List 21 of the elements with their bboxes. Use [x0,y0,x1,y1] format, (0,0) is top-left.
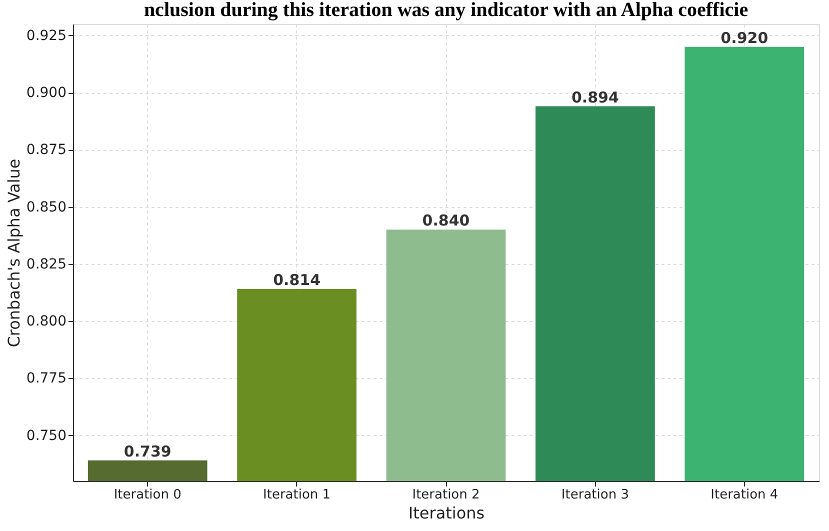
y-tick-label: 0.875 [26,142,66,158]
x-tick-label: Iteration 3 [561,488,629,502]
data-label: 0.840 [422,212,470,230]
y-tick-label: 0.900 [26,85,66,102]
chart-title: nclusion during this iteration was any indicator with an Alpha coefficie [144,0,748,21]
x-tick-label: Iteration 4 [710,488,778,502]
x-tick-label: Iteration 0 [114,488,182,502]
y-tick-label: 0.925 [26,28,66,44]
y-axis-title: Cronbach's Alpha Value [4,158,24,348]
x-axis-title: Iterations [408,504,485,522]
y-tick-label: 0.850 [26,199,66,216]
data-label: 0.739 [124,442,172,460]
y-tick-label: 0.800 [26,314,66,330]
x-tick-label: Iteration 1 [263,488,331,502]
y-tick-label: 0.750 [26,428,66,444]
y-tick-label: 0.825 [26,256,66,272]
data-label: 0.894 [571,88,619,106]
data-label: 0.814 [273,271,321,290]
y-tick-label: 0.775 [26,370,66,387]
data-label: 0.920 [720,28,768,47]
x-tick-label: Iteration 2 [412,488,480,502]
